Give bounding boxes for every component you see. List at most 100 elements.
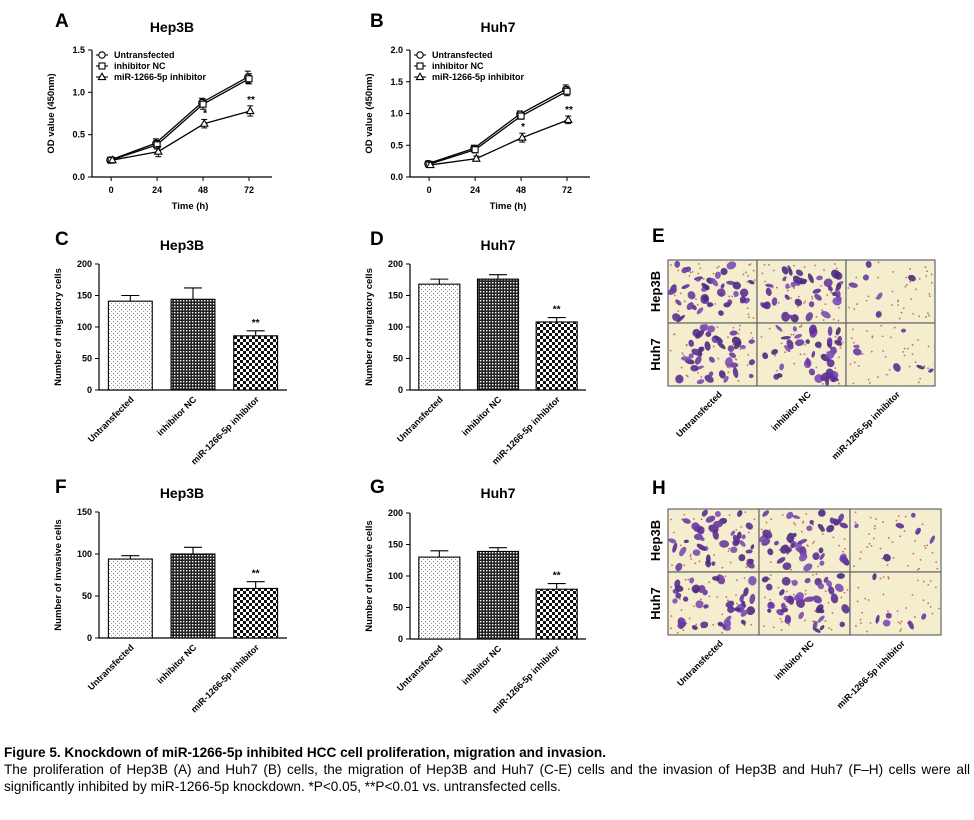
row-label: Hep3B xyxy=(648,520,663,561)
membrane-pore xyxy=(924,547,927,550)
stained-cell xyxy=(672,598,678,604)
stained-cell xyxy=(820,310,831,319)
stained-cell xyxy=(825,368,835,379)
membrane-pore xyxy=(804,593,807,596)
x-tick-label: 24 xyxy=(152,185,162,195)
stained-cell xyxy=(733,340,742,350)
membrane-pore xyxy=(929,580,932,582)
membrane-pore xyxy=(927,312,929,315)
membrane-pore xyxy=(780,620,783,623)
membrane-pore xyxy=(890,336,892,339)
membrane-pore xyxy=(904,515,907,518)
membrane-pore xyxy=(827,601,830,604)
y-axis-label: OD value (450nm) xyxy=(364,73,375,153)
membrane-pore xyxy=(918,315,921,318)
x-tick-label: inhibitor NC xyxy=(155,642,199,686)
stained-cell xyxy=(806,525,813,532)
membrane-pore xyxy=(856,600,859,603)
stained-cell xyxy=(767,548,774,556)
membrane-pore xyxy=(786,289,789,292)
membrane-pore xyxy=(912,552,915,555)
membrane-pore xyxy=(812,523,815,526)
stained-cell xyxy=(675,562,683,572)
stained-cell xyxy=(787,595,795,605)
stained-cell xyxy=(717,341,726,350)
membrane-pore xyxy=(801,521,804,524)
stained-cell xyxy=(828,586,835,595)
x-tick-label: Untransfected xyxy=(86,394,136,444)
stained-cell xyxy=(714,510,721,518)
y-axis-label: Number of invasive cells xyxy=(53,519,64,630)
membrane-pore xyxy=(712,623,715,626)
membrane-pore xyxy=(855,276,858,279)
stained-cell xyxy=(776,557,786,564)
membrane-pore xyxy=(821,309,823,312)
series-triangle xyxy=(107,105,255,164)
stained-cell xyxy=(727,606,735,613)
membrane-pore xyxy=(692,605,695,608)
data-point xyxy=(563,114,573,123)
membrane-pore xyxy=(683,564,685,567)
membrane-pore xyxy=(685,374,688,377)
stained-cell xyxy=(675,299,682,306)
data-point xyxy=(517,132,527,141)
membrane-pore xyxy=(747,353,750,356)
stained-cell xyxy=(824,375,830,387)
stained-cell xyxy=(716,288,726,297)
membrane-pore xyxy=(838,382,840,385)
stained-cell xyxy=(699,536,705,542)
membrane-pore xyxy=(762,625,765,628)
membrane-pore xyxy=(860,622,862,625)
data-point xyxy=(471,146,479,154)
data-point xyxy=(517,112,525,120)
x-tick-label: 24 xyxy=(470,185,480,195)
chart-panel-g: G Huh7 0 50 100 150 200 Number of invasive cell… xyxy=(364,477,586,715)
stained-cell xyxy=(714,271,721,279)
membrane-pore xyxy=(752,269,755,272)
membrane-pore xyxy=(790,297,792,300)
membrane-pore xyxy=(712,345,715,348)
stained-cell xyxy=(748,339,755,344)
stained-cell xyxy=(725,600,735,608)
membrane-pore xyxy=(774,354,777,357)
membrane-pore xyxy=(905,276,908,279)
legend-label: Untransfected xyxy=(432,50,493,60)
membrane-pore xyxy=(714,302,717,305)
membrane-pore xyxy=(727,599,729,602)
y-tick-label: 0.0 xyxy=(390,172,403,182)
y-tick-label: 1.5 xyxy=(390,77,403,87)
stained-cell xyxy=(686,302,694,310)
stained-cell xyxy=(809,519,814,525)
column-label: Untransfected xyxy=(674,389,724,439)
stained-cell xyxy=(853,344,860,349)
stained-cell xyxy=(699,324,707,332)
membrane-pore xyxy=(750,623,753,626)
y-tick-label: 100 xyxy=(77,549,92,559)
membrane-pore xyxy=(747,531,750,534)
significance-label: * xyxy=(203,108,207,119)
membrane-pore xyxy=(685,343,688,346)
membrane-pore xyxy=(687,588,690,590)
stained-cell xyxy=(737,510,743,517)
membrane-pore xyxy=(919,558,922,561)
stained-cell xyxy=(907,620,914,630)
membrane-pore xyxy=(735,594,737,596)
stained-cell xyxy=(743,587,749,597)
membrane-pore xyxy=(885,373,888,376)
stained-cell xyxy=(696,379,705,385)
membrane-pore xyxy=(919,377,922,380)
y-tick-label: 2.0 xyxy=(390,45,403,55)
chart-panel-f: F Hep3B 0 50 100 150 Number of invasive cells U… xyxy=(53,477,287,714)
row-label: Huh7 xyxy=(648,338,663,371)
membrane-pore xyxy=(778,548,781,551)
stained-cell xyxy=(784,617,791,625)
stained-cell xyxy=(696,543,707,551)
stained-cell xyxy=(712,530,719,540)
membrane-pore xyxy=(679,292,682,295)
stained-cell xyxy=(875,614,880,624)
stained-cell xyxy=(708,371,714,377)
stained-cell xyxy=(785,283,790,289)
membrane-pore xyxy=(831,612,834,614)
stained-cell xyxy=(781,311,790,322)
series-line xyxy=(427,88,567,165)
